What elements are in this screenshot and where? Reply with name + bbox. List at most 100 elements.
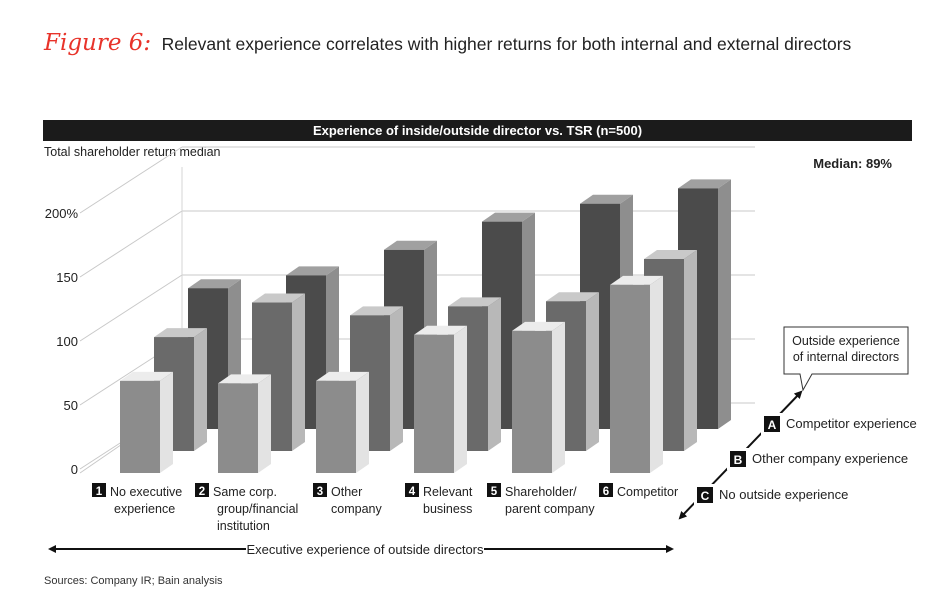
series-letter: C [701, 489, 710, 503]
bar-top [316, 371, 369, 381]
series-label-c: C No outside experience [694, 484, 848, 506]
gridline-diagonal [79, 146, 183, 214]
series-letter-badge [730, 451, 746, 467]
gridline-diagonal [79, 274, 183, 342]
bar-side [454, 325, 467, 473]
median-label: Median: 89% [813, 156, 892, 171]
bar-top [286, 266, 339, 276]
gridline-diagonal [79, 210, 183, 278]
series-letter-badge [764, 416, 780, 432]
bar-top [350, 306, 403, 316]
figure-label: Figure 6: [44, 30, 152, 56]
bar-c-1 [120, 371, 173, 473]
bar-top [610, 275, 663, 285]
category-number-badge [313, 483, 327, 497]
series-name: Competitor experience [786, 416, 917, 431]
chart-title-banner: Experience of inside/outside director vs… [43, 120, 912, 141]
bar-top [546, 292, 599, 302]
category-number-badge [92, 483, 106, 497]
category-text-line: business [423, 502, 472, 516]
category-number: 6 [603, 486, 609, 498]
series-name: Other company experience [752, 451, 908, 466]
category-text-line: experience [114, 502, 175, 516]
bar-front [120, 380, 160, 473]
bar-top [414, 325, 467, 335]
category-label-4: 4 Relevant business [405, 483, 473, 516]
source-note: Sources: Company IR; Bain analysis [44, 575, 223, 587]
category-text-line: Competitor [617, 485, 678, 499]
bar-c-6 [610, 275, 663, 473]
category-text-line: Relevant [423, 485, 473, 499]
bar-top [218, 374, 271, 384]
bar-side [194, 328, 207, 451]
category-label-6: 6 Competitor [599, 483, 678, 499]
bar-side [586, 292, 599, 451]
category-text-line: group/financial [217, 502, 298, 516]
category-number: 5 [491, 486, 498, 498]
category-label-2: 2 Same corp. group/financial institution [195, 483, 298, 533]
bar-top [678, 179, 731, 189]
figure-title-text: Relevant experience correlates with high… [161, 34, 852, 54]
depth-axis-callout: Outside experience of internal directors [783, 326, 909, 392]
bars-layer [120, 179, 731, 473]
bar-front [414, 334, 454, 473]
category-number-badge [405, 483, 419, 497]
bar-top [448, 297, 501, 307]
bar-top [154, 328, 207, 338]
y-axis-title: Total shareholder return median [44, 145, 221, 159]
category-label-1: 1 No executive experience [92, 483, 182, 516]
category-number: 1 [96, 486, 103, 498]
category-text-line: Other [331, 485, 362, 499]
category-text-line: Same corp. [213, 485, 277, 499]
series-letter: A [768, 418, 777, 432]
bar-front [610, 284, 650, 473]
x-axis-label: Executive experience of outside director… [246, 542, 484, 557]
bar-top [580, 194, 633, 204]
y-tick-label: 150 [56, 270, 78, 285]
category-number: 3 [317, 486, 323, 498]
series-name: No outside experience [719, 487, 848, 502]
bar-c-5 [512, 321, 565, 473]
category-text-line: No executive [110, 485, 182, 499]
bar-top [120, 371, 173, 381]
category-label-3: 3 Other company [313, 483, 382, 516]
y-tick-label: 200% [45, 206, 79, 221]
bar-top [512, 321, 565, 331]
bar-side [258, 374, 271, 473]
bar-top [644, 250, 697, 259]
y-tick-label: 0 [71, 462, 78, 477]
bar-c-2 [218, 374, 271, 473]
figure-title: Figure 6: Relevant experience correlates… [44, 30, 851, 62]
category-number-badge [487, 483, 501, 497]
category-text-line: company [331, 502, 382, 516]
series-label-b: B Other company experience [727, 448, 908, 470]
labels-layer: 0 50 100 150 200% 1 No executive experience 2 Sam… [45, 206, 917, 559]
x-axis-label-bg [246, 539, 484, 559]
category-label-5: 5 Shareholder/parent company [487, 483, 595, 516]
bar-c-3 [316, 371, 369, 473]
series-label-a: A Competitor experience [761, 413, 917, 435]
bar-side [650, 275, 663, 473]
bar-side [684, 250, 697, 451]
bar-front [316, 380, 356, 473]
bar-side [552, 321, 565, 473]
bar-top [482, 212, 535, 222]
bar-side [356, 371, 369, 473]
y-tick-label: 50 [64, 398, 78, 413]
bar-top [252, 293, 305, 303]
bar-front [512, 330, 552, 473]
category-number: 4 [409, 486, 416, 498]
bar-top [384, 240, 437, 250]
category-number-badge [599, 483, 613, 497]
y-tick-label: 100 [56, 334, 78, 349]
series-letter-badge [697, 487, 713, 503]
category-number-badge [195, 483, 209, 497]
category-text-line: institution [217, 519, 270, 533]
bar-c-4 [414, 325, 467, 473]
bar-side [390, 306, 403, 451]
callout-text-line: of internal directors [793, 350, 899, 364]
category-number: 2 [199, 486, 205, 498]
category-text-line: parent company [505, 502, 595, 516]
bar-side [718, 179, 731, 429]
